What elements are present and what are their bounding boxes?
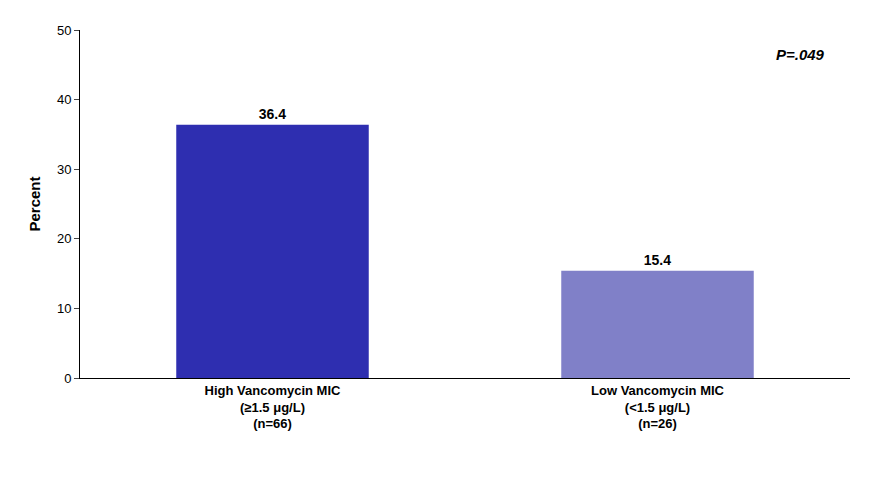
svg-text:20: 20: [57, 231, 71, 246]
svg-text:50: 50: [57, 23, 71, 38]
svg-text:40: 40: [57, 92, 71, 107]
svg-text:15.4: 15.4: [644, 252, 671, 268]
svg-text:Low Vancomycin MIC(<1.5 μg/L)(: Low Vancomycin MIC(<1.5 μg/L)(n=26): [591, 383, 725, 432]
svg-text:30: 30: [57, 162, 71, 177]
svg-text:36.4: 36.4: [259, 106, 286, 122]
svg-text:0: 0: [64, 371, 71, 386]
svg-text:10: 10: [57, 301, 71, 316]
svg-text:Percent: Percent: [26, 176, 43, 231]
svg-text:P=.049: P=.049: [776, 46, 825, 63]
svg-text:High Vancomycin MIC(≥1.5 μg/L): High Vancomycin MIC(≥1.5 μg/L)(n=66): [205, 383, 341, 432]
